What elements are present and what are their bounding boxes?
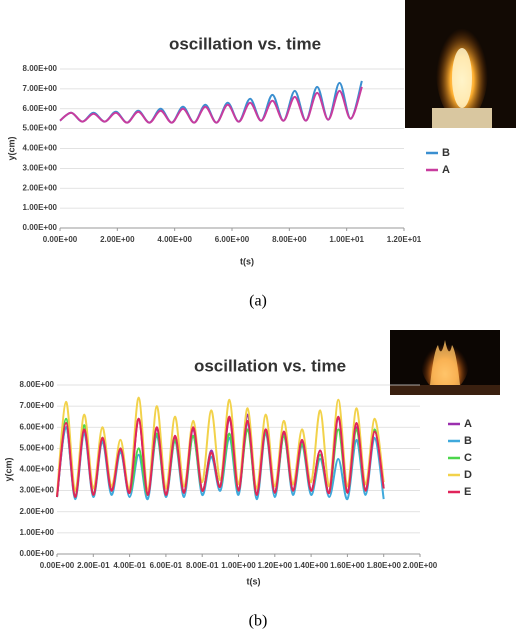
series-line — [59, 86, 363, 124]
x-tick-label: 4.00E+00 — [157, 235, 192, 244]
x-tick-label: 4.00E-01 — [113, 561, 146, 570]
x-axis-label: t(s) — [240, 256, 254, 266]
y-tick-label: 0.00E+00 — [23, 223, 58, 232]
x-tick-label: 2.00E+00 — [403, 561, 438, 570]
x-tick-label: 1.80E+00 — [366, 561, 401, 570]
y-axis-label: y(cm) — [3, 457, 13, 481]
photo-a — [405, 0, 516, 128]
x-tick-label: 1.20E+00 — [258, 561, 293, 570]
x-tick-label: 8.00E-01 — [186, 561, 219, 570]
y-tick-label: 1.00E+00 — [23, 203, 58, 212]
y-tick-label: 8.00E+00 — [23, 64, 58, 73]
legend-label: D — [464, 469, 472, 481]
legend-label: C — [464, 452, 472, 464]
y-tick-label: 2.00E+00 — [20, 507, 55, 516]
y-tick-label: 5.00E+00 — [23, 124, 58, 133]
y-tick-label: 0.00E+00 — [20, 549, 55, 558]
x-tick-label: 1.60E+00 — [330, 561, 365, 570]
x-axis-label: t(s) — [247, 576, 261, 586]
legend-label: E — [464, 486, 471, 498]
x-tick-label: 2.00E+00 — [100, 235, 135, 244]
x-tick-label: 0.00E+00 — [40, 561, 75, 570]
x-tick-label: 6.00E+00 — [215, 235, 250, 244]
x-tick-label: 0.00E+00 — [43, 235, 78, 244]
y-tick-label: 4.00E+00 — [23, 144, 58, 153]
y-tick-label: 7.00E+00 — [20, 401, 55, 410]
y-tick-label: 7.00E+00 — [23, 84, 58, 93]
series-line — [56, 415, 385, 498]
legend-label: B — [464, 435, 472, 447]
chart-title: oscillation vs. time — [169, 34, 321, 53]
legend-label: A — [464, 418, 472, 430]
y-tick-label: 2.00E+00 — [23, 183, 58, 192]
caption: (a) — [249, 293, 267, 310]
legend-label: B — [442, 147, 450, 159]
y-tick-label: 1.00E+00 — [20, 528, 55, 537]
y-tick-label: 6.00E+00 — [23, 104, 58, 113]
legend-label: A — [442, 164, 450, 176]
x-tick-label: 6.00E-01 — [150, 561, 183, 570]
y-axis-label: y(cm) — [6, 136, 16, 160]
x-tick-label: 8.00E+00 — [272, 235, 307, 244]
x-tick-label: 1.40E+00 — [294, 561, 329, 570]
y-tick-label: 8.00E+00 — [20, 380, 55, 389]
y-tick-label: 3.00E+00 — [23, 163, 58, 172]
x-tick-label: 2.00E-01 — [77, 561, 110, 570]
y-tick-label: 5.00E+00 — [20, 443, 55, 452]
y-tick-label: 3.00E+00 — [20, 486, 55, 495]
chart-title: oscillation vs. time — [194, 356, 346, 375]
x-tick-label: 1.20E+01 — [387, 235, 422, 244]
photo-b — [390, 330, 500, 395]
caption: (b) — [249, 613, 268, 630]
x-tick-label: 1.00E+01 — [329, 235, 364, 244]
y-tick-label: 4.00E+00 — [20, 465, 55, 474]
y-tick-label: 6.00E+00 — [20, 422, 55, 431]
series-line — [56, 422, 385, 501]
x-tick-label: 1.00E+00 — [221, 561, 256, 570]
